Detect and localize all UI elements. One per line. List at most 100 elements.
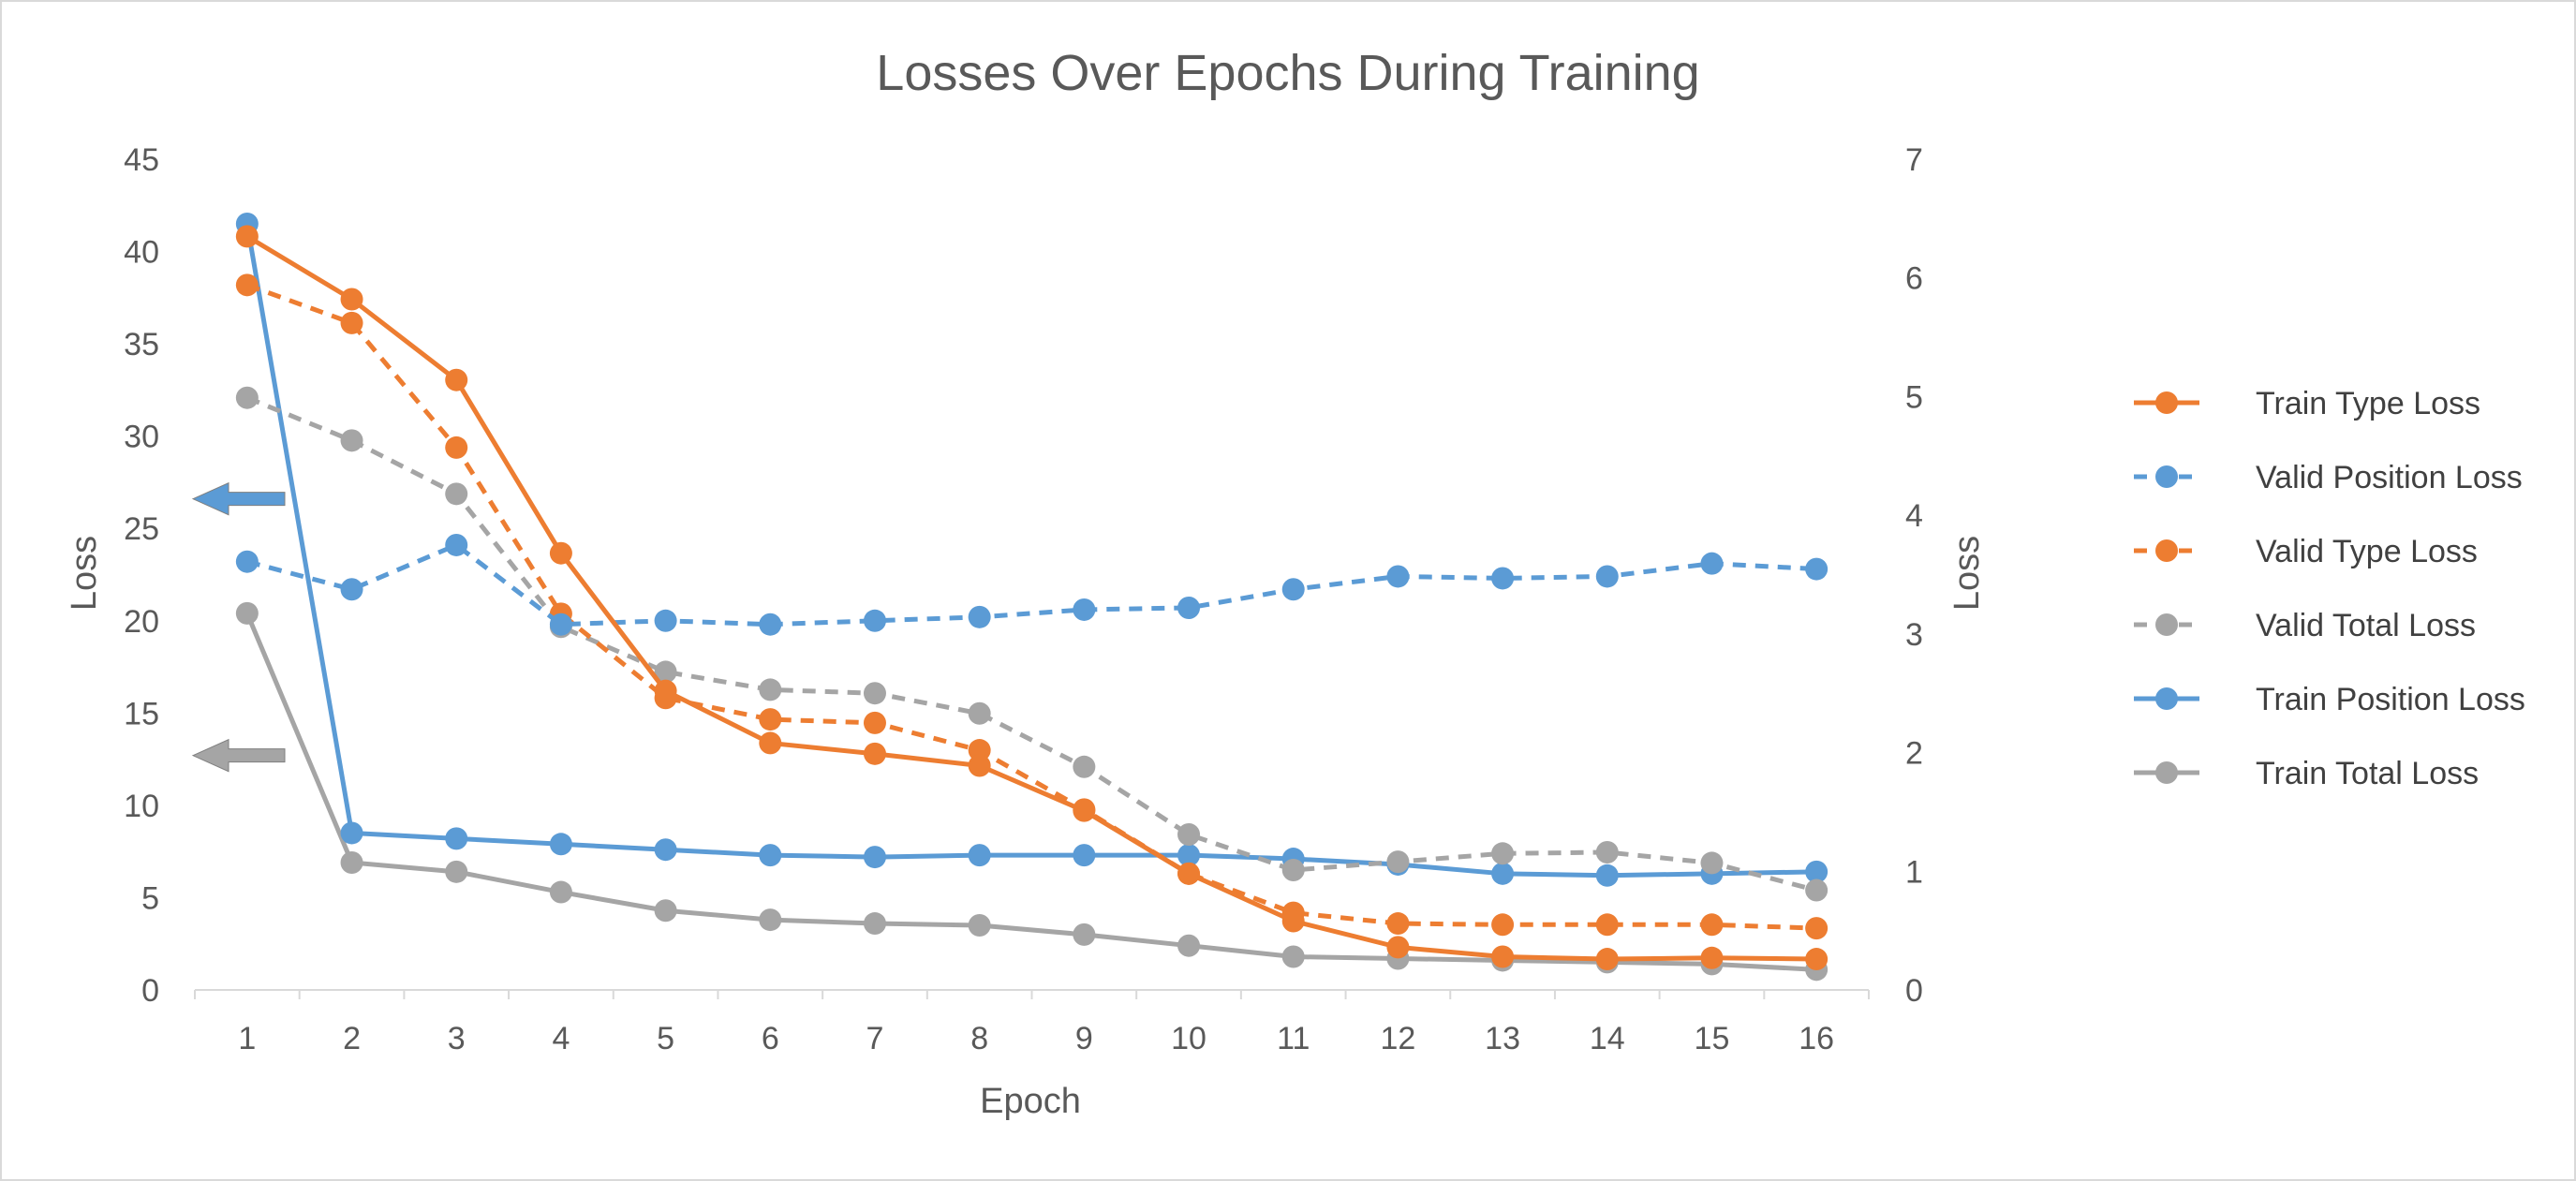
data-point (968, 914, 991, 937)
data-point (340, 850, 363, 874)
left-y-tick-label: 20 (124, 604, 159, 640)
data-point (1595, 565, 1619, 588)
legend-item: Valid Type Loss (2134, 534, 2478, 569)
series-layer (235, 212, 1828, 982)
data-point (1595, 864, 1619, 887)
data-point (1805, 557, 1828, 581)
right-y-axis-ticks: 0 1 2 3 4 5 6 7 (1905, 142, 1923, 1009)
data-point (654, 838, 677, 862)
legend-item: Train Total Loss (2134, 756, 2479, 791)
data-point (1491, 842, 1515, 865)
data-point (863, 742, 886, 765)
data-point (759, 731, 782, 755)
legend-label: Valid Type Loss (2256, 534, 2478, 569)
data-point (1177, 862, 1201, 885)
right-y-tick-label: 0 (1905, 973, 1923, 1009)
legend-label: Valid Total Loss (2256, 608, 2476, 643)
series-valid-position-loss (235, 533, 1828, 636)
left-y-tick-label: 15 (124, 696, 159, 731)
data-point (759, 613, 782, 636)
data-point (1491, 913, 1515, 937)
x-tick-label: 9 (1075, 1021, 1093, 1056)
series-line (245, 395, 1817, 893)
left-axis-arrow-blue (191, 481, 286, 516)
right-y-axis-label: Loss (1947, 536, 1987, 611)
data-point (1805, 860, 1828, 883)
data-point (1386, 850, 1410, 874)
legend-item: Train Type Loss (2134, 386, 2480, 421)
legend-label: Valid Position Loss (2256, 460, 2523, 495)
left-y-tick-label: 45 (124, 142, 159, 178)
left-y-axis-ticks: 0 5 10 15 20 25 30 35 40 45 (124, 142, 159, 1009)
x-tick-label: 4 (552, 1021, 570, 1056)
data-point (1281, 909, 1305, 933)
data-point (968, 739, 991, 762)
right-y-tick-label: 1 (1905, 854, 1923, 890)
data-point (1700, 913, 1724, 937)
data-point (759, 844, 782, 867)
series-line (244, 612, 1817, 972)
data-point (863, 846, 886, 869)
data-point (340, 311, 363, 334)
data-point (654, 679, 677, 702)
data-point (863, 711, 886, 734)
data-point (235, 550, 259, 573)
data-point (1491, 945, 1515, 968)
data-point (863, 912, 886, 936)
x-tick-label: 16 (1799, 1021, 1834, 1056)
data-point (445, 860, 468, 883)
right-y-tick-label: 5 (1905, 379, 1923, 415)
data-point (759, 678, 782, 701)
data-point (340, 578, 363, 601)
series-line (245, 282, 1817, 931)
data-point (759, 908, 782, 932)
data-point (340, 429, 363, 452)
left-axis-arrow-gray (191, 738, 286, 773)
data-point (549, 880, 572, 904)
data-point (1073, 799, 1096, 822)
data-point (1073, 755, 1096, 778)
x-tick-label: 12 (1380, 1021, 1415, 1056)
data-point (1491, 862, 1515, 885)
annotation-layer (191, 481, 286, 773)
data-point (1386, 912, 1410, 936)
data-point (445, 435, 468, 459)
legend-label: Train Type Loss (2256, 386, 2480, 421)
data-point (759, 708, 782, 731)
left-y-tick-label: 40 (124, 235, 159, 271)
legend-marker (2155, 687, 2178, 710)
left-y-tick-label: 10 (124, 789, 159, 824)
data-point (1073, 923, 1096, 946)
x-tick-label: 6 (762, 1021, 779, 1056)
legend-marker (2155, 761, 2178, 784)
data-point (1281, 578, 1305, 601)
x-tick-label: 1 (238, 1021, 256, 1056)
left-y-tick-label: 35 (124, 327, 159, 362)
data-point (1700, 946, 1724, 969)
data-point (235, 273, 259, 297)
left-y-tick-label: 5 (141, 880, 159, 916)
data-point (1595, 948, 1619, 971)
x-tick-label: 3 (448, 1021, 466, 1056)
x-tick-label: 13 (1485, 1021, 1520, 1056)
data-point (1177, 844, 1201, 867)
data-point (1281, 859, 1305, 882)
data-point (1805, 878, 1828, 902)
series-line (246, 542, 1817, 627)
legend-item: Train Position Loss (2134, 682, 2525, 717)
data-point (1491, 567, 1515, 590)
legend-label: Train Position Loss (2256, 682, 2525, 717)
data-point (1073, 598, 1096, 621)
legend-marker (2155, 539, 2178, 562)
data-point (1073, 844, 1096, 867)
right-y-tick-label: 3 (1905, 617, 1923, 653)
legend-item: Valid Position Loss (2134, 460, 2523, 495)
data-point (1595, 913, 1619, 937)
legend-marker (2155, 465, 2178, 488)
data-point (445, 827, 468, 850)
left-y-axis-label: Loss (65, 536, 104, 611)
legend-label: Train Total Loss (2256, 756, 2479, 791)
data-point (340, 288, 363, 311)
data-point (654, 609, 677, 632)
